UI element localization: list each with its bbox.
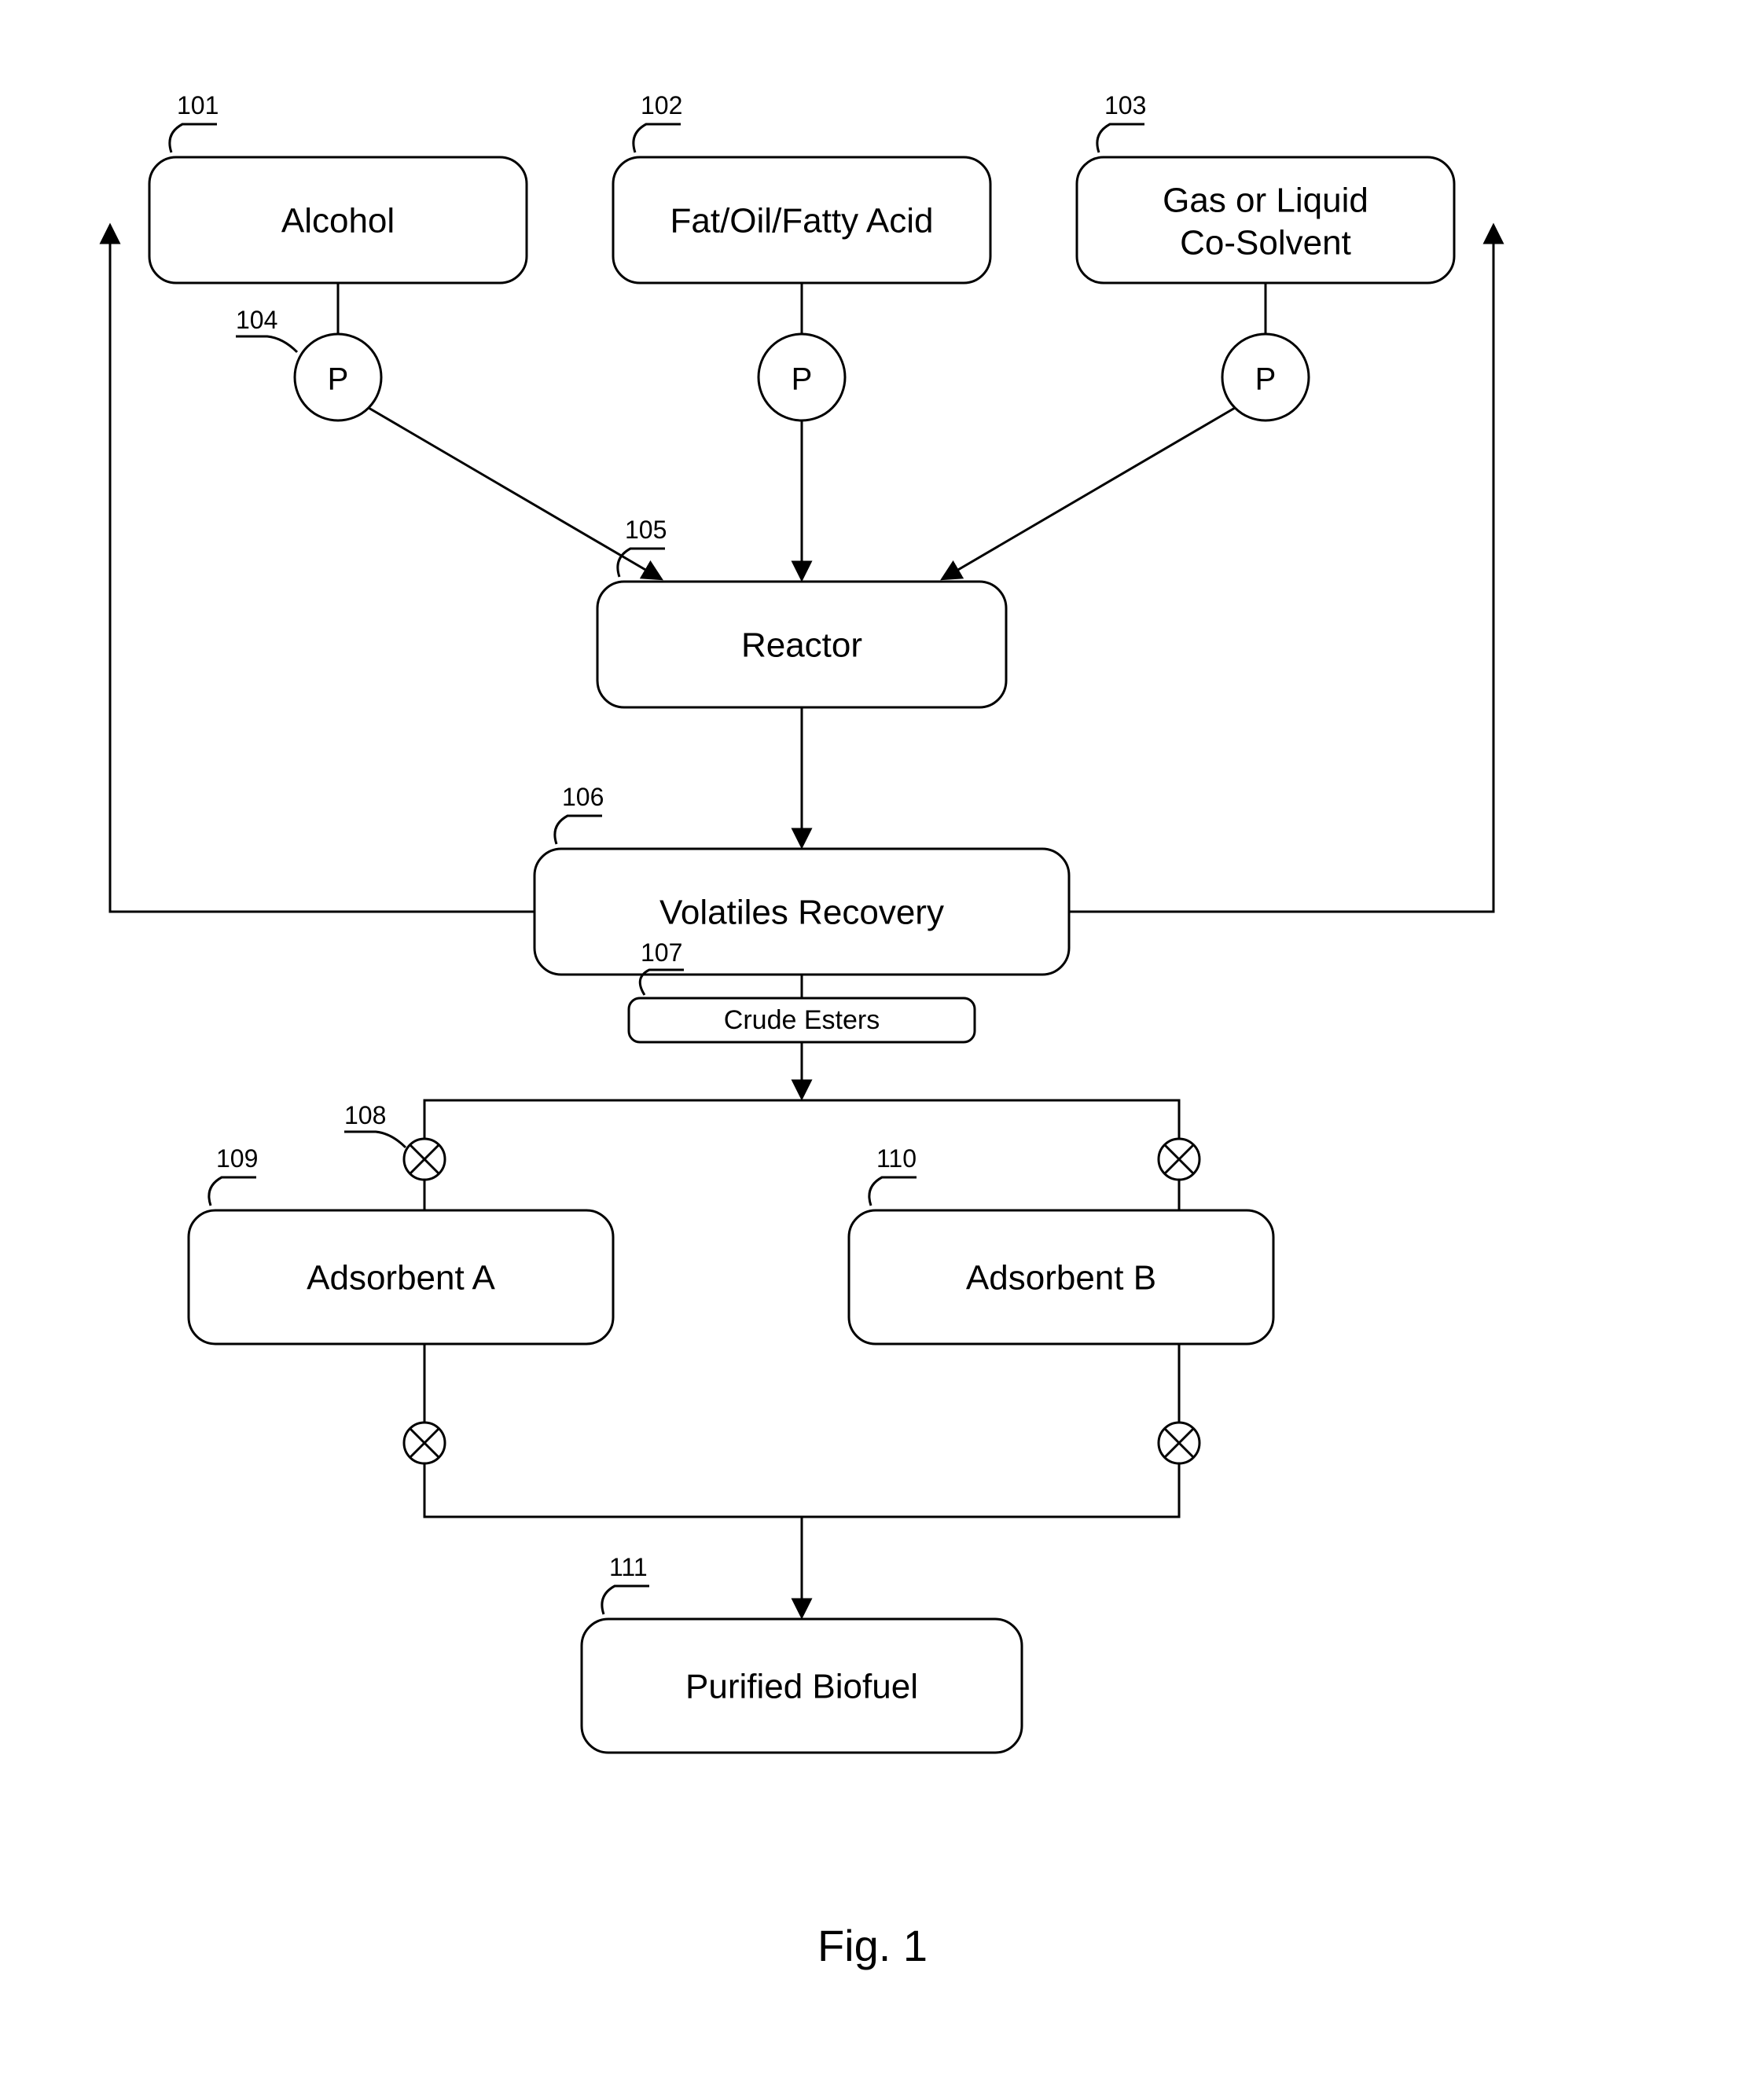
ref-110-text: 110: [876, 1144, 917, 1173]
edge-merge-horizontal: [424, 1463, 1179, 1517]
figure-caption: Fig. 1: [817, 1921, 928, 1970]
node-volatiles-label: Volatiles Recovery: [659, 894, 944, 932]
node-fat-oil-label: Fat/Oil/Fatty Acid: [670, 202, 934, 240]
node-cosolvent-label-2: Co-Solvent: [1180, 224, 1351, 262]
ref-103-text: 103: [1104, 91, 1146, 119]
node-adsorbent-a-label: Adsorbent A: [307, 1259, 495, 1298]
node-purified-biofuel: Purified Biofuel: [582, 1619, 1022, 1753]
valve-108: [404, 1139, 445, 1180]
flowchart-svg: Alcohol 101 Fat/Oil/Fatty Acid 102 Gas o…: [0, 0, 1745, 2100]
edge-split-left: [424, 1100, 802, 1140]
edge-p3-reactor: [943, 408, 1235, 578]
valve-bottom-left: [404, 1423, 445, 1463]
node-alcohol: Alcohol: [149, 157, 527, 283]
callout-109: 109: [209, 1144, 259, 1206]
ref-102-text: 102: [641, 91, 682, 119]
edge-recycle-right: [1069, 226, 1493, 912]
edge-split-right: [802, 1100, 1179, 1140]
node-crude-esters: Crude Esters: [629, 998, 975, 1042]
pump-1-label: P: [328, 362, 349, 397]
ref-106-text: 106: [562, 783, 604, 811]
node-adsorbent-b: Adsorbent B: [849, 1210, 1273, 1344]
callout-104: 104: [236, 306, 297, 352]
ref-107-text: 107: [641, 938, 682, 967]
pump-3: P: [1222, 334, 1309, 420]
ref-108-text: 108: [344, 1101, 386, 1129]
node-purified-biofuel-label: Purified Biofuel: [685, 1668, 918, 1706]
pump-1: P: [295, 334, 381, 420]
node-adsorbent-b-label: Adsorbent B: [966, 1259, 1156, 1298]
callout-110: 110: [869, 1144, 917, 1206]
node-volatiles: Volatiles Recovery: [535, 849, 1069, 975]
node-fat-oil: Fat/Oil/Fatty Acid: [613, 157, 990, 283]
node-crude-esters-label: Crude Esters: [724, 1005, 880, 1035]
ref-104-text: 104: [236, 306, 277, 334]
valve-top-right: [1159, 1139, 1199, 1180]
valve-bottom-right: [1159, 1423, 1199, 1463]
pump-3-label: P: [1255, 362, 1277, 397]
ref-109-text: 109: [216, 1144, 258, 1173]
pump-2: P: [759, 334, 845, 420]
callout-111: 111: [602, 1553, 649, 1614]
node-reactor-label: Reactor: [741, 626, 862, 665]
callout-106: 106: [555, 783, 604, 844]
ref-101-text: 101: [177, 91, 219, 119]
edge-recycle-left: [110, 226, 535, 912]
node-cosolvent-label-1: Gas or Liquid: [1163, 182, 1368, 220]
callout-103: 103: [1097, 91, 1147, 152]
callout-101: 101: [170, 91, 219, 152]
node-cosolvent: Gas or Liquid Co-Solvent: [1077, 157, 1454, 283]
callout-108: 108: [344, 1101, 406, 1147]
node-alcohol-label: Alcohol: [281, 202, 395, 240]
ref-111-text: 111: [609, 1553, 648, 1581]
callout-102: 102: [634, 91, 683, 152]
node-adsorbent-a: Adsorbent A: [189, 1210, 613, 1344]
edge-p1-reactor: [369, 408, 660, 578]
pump-2-label: P: [792, 362, 813, 397]
node-reactor: Reactor: [597, 582, 1006, 707]
ref-105-text: 105: [625, 516, 667, 544]
